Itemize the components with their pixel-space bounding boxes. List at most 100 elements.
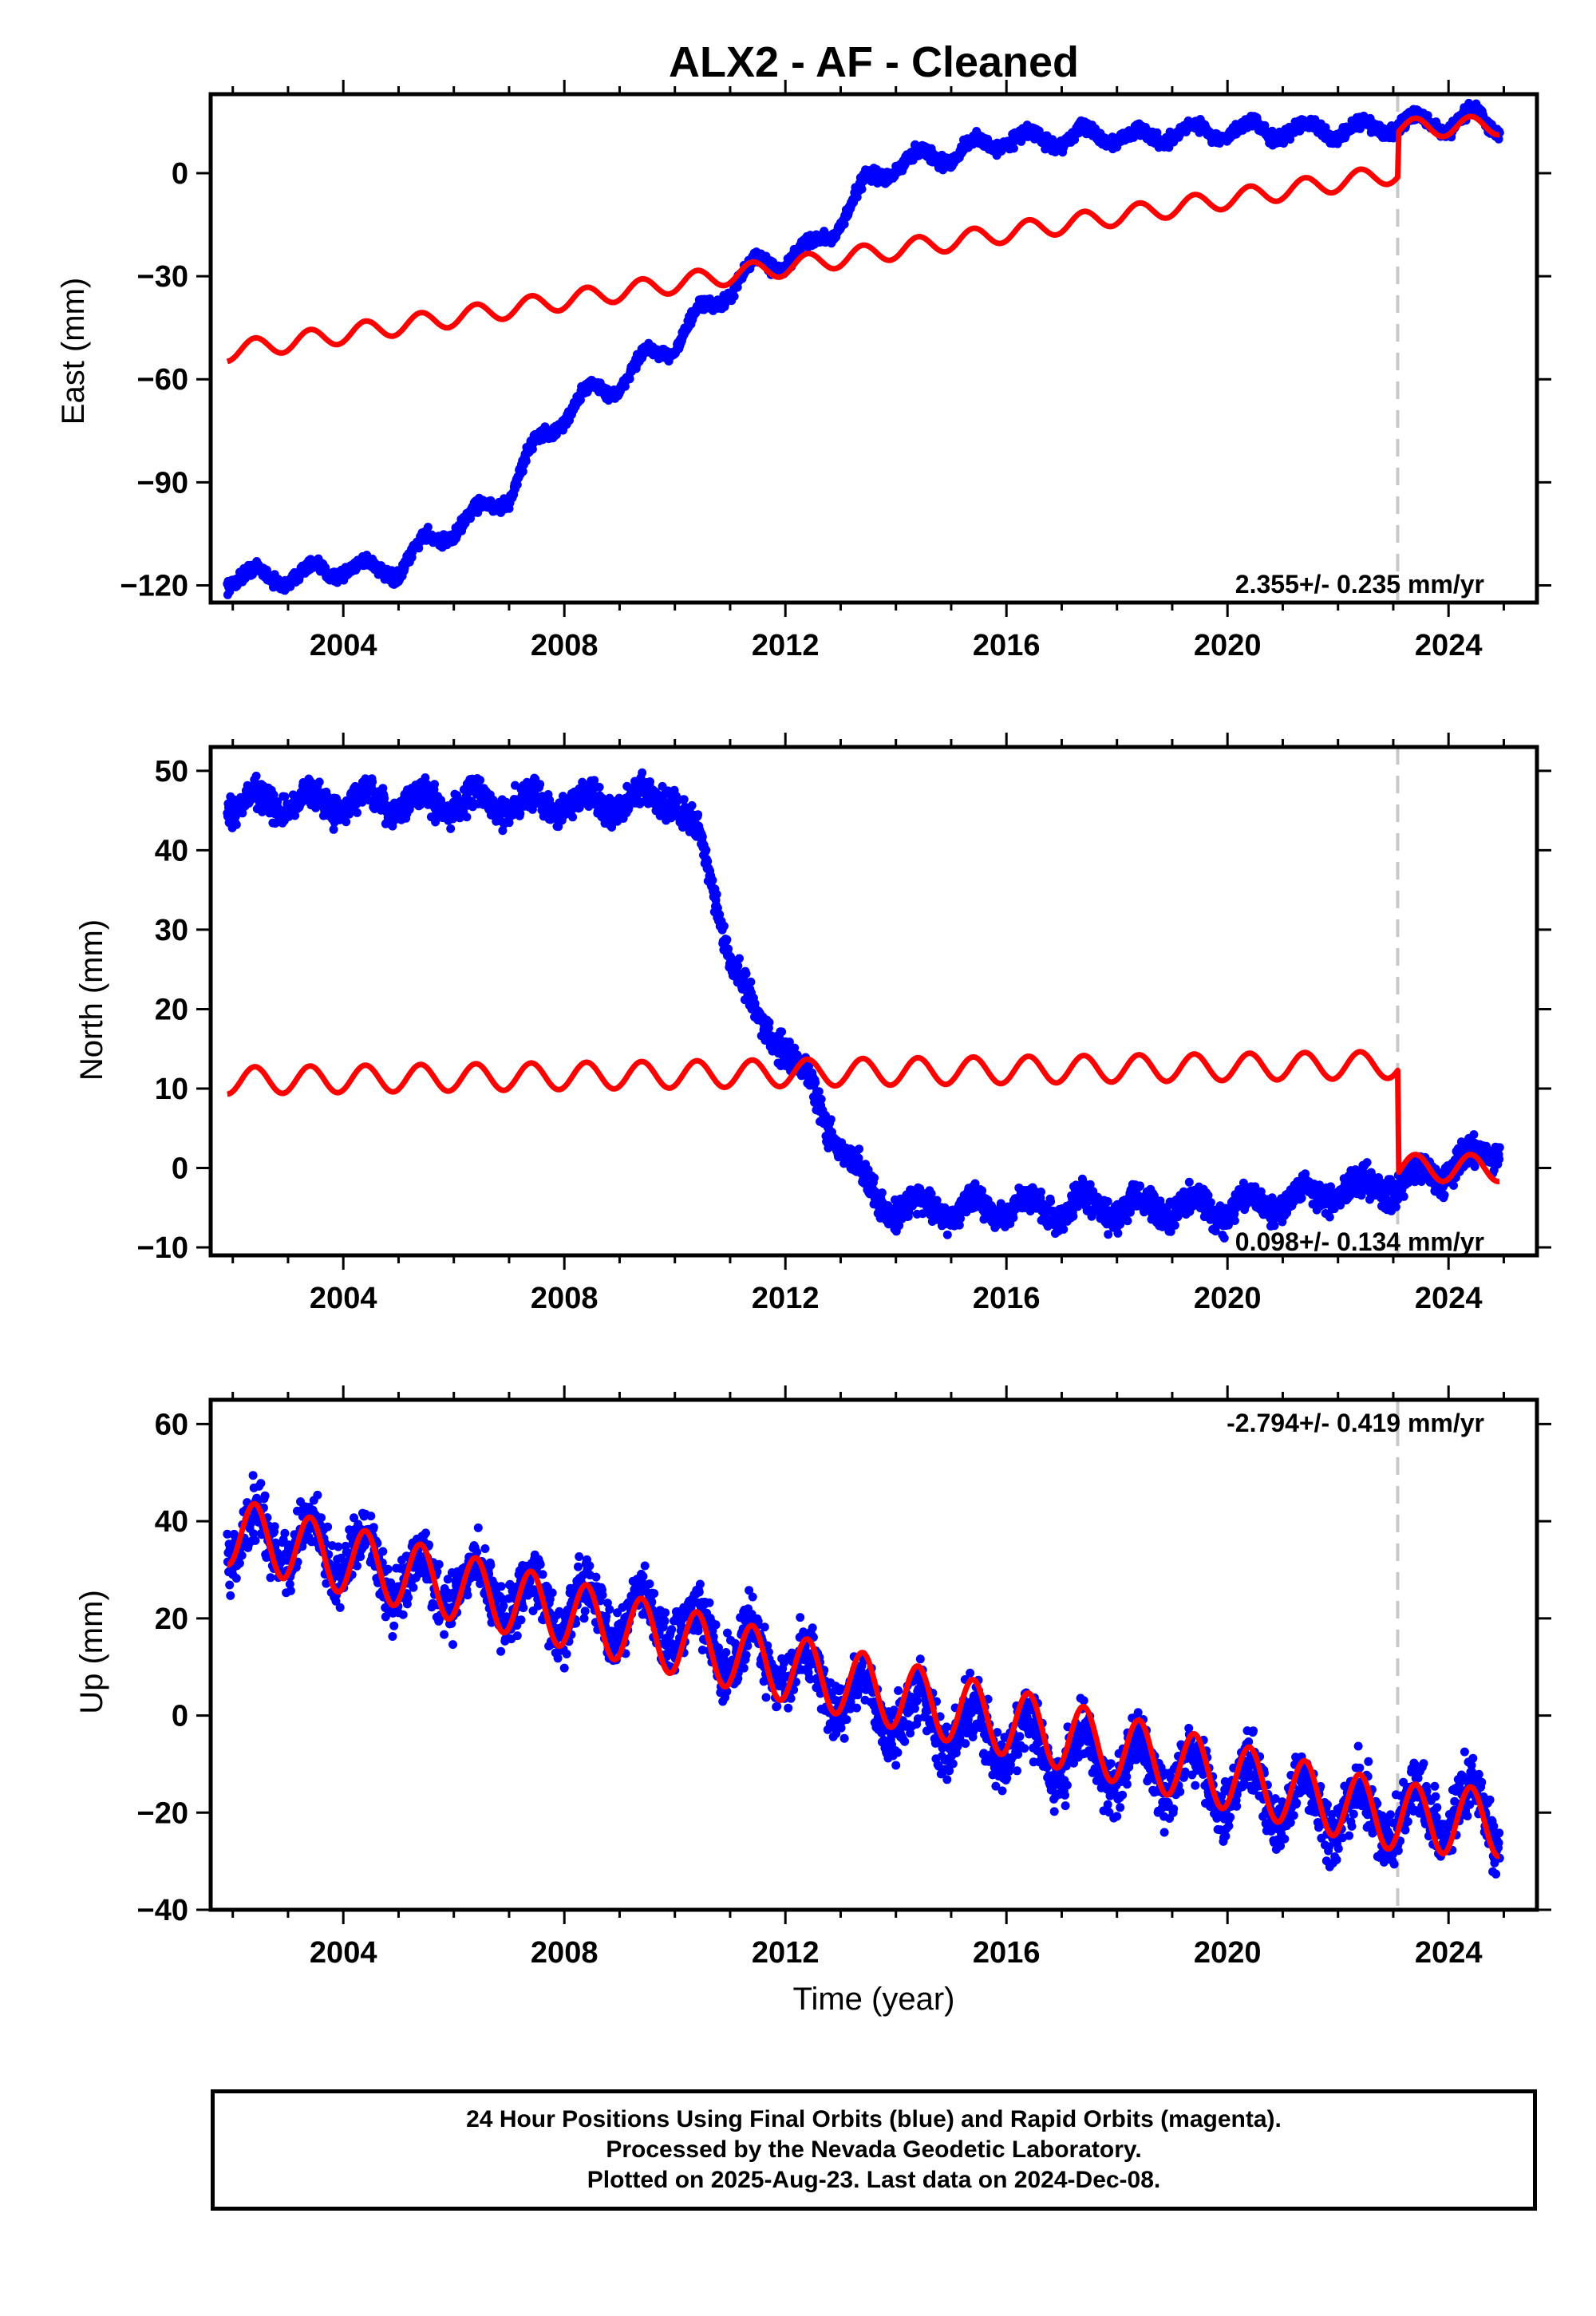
north-data-point bbox=[1046, 1197, 1056, 1207]
east-model-line bbox=[225, 113, 1501, 365]
east-x-tick-label: 2012 bbox=[752, 629, 820, 662]
north-data-point bbox=[462, 812, 472, 822]
north-data-point bbox=[814, 1087, 824, 1097]
figure-title: ALX2 - AF - Cleaned bbox=[669, 38, 1079, 86]
north-data-point bbox=[1037, 1188, 1045, 1196]
north-data-point bbox=[784, 1037, 794, 1047]
north-data-point bbox=[1085, 1180, 1095, 1189]
north-data-point bbox=[722, 935, 732, 944]
north-data-point bbox=[777, 1027, 787, 1037]
north-data-point bbox=[271, 818, 281, 828]
north-panel: North (mm) 2004 2008 2012 2016 2020 202450403… bbox=[74, 733, 1551, 1315]
north-data-point bbox=[638, 768, 647, 777]
north-data-point bbox=[693, 810, 703, 820]
north-data-point bbox=[703, 856, 713, 866]
east-data-point bbox=[1009, 144, 1018, 153]
north-data-point bbox=[646, 777, 654, 786]
east-data-point bbox=[518, 467, 527, 476]
north-observations bbox=[223, 768, 1504, 1243]
north-data-point bbox=[1203, 1191, 1213, 1200]
north-data-point bbox=[476, 776, 485, 785]
north-data-point bbox=[724, 944, 733, 954]
north-data-point bbox=[595, 782, 604, 792]
east-data-point bbox=[575, 395, 585, 405]
east-data-point bbox=[729, 291, 739, 301]
east-y-tick-label: −30 bbox=[137, 260, 188, 294]
north-data-point bbox=[488, 796, 498, 805]
east-data-point bbox=[512, 480, 522, 489]
north-data-point bbox=[764, 1018, 774, 1027]
east-y-tick-label: −120 bbox=[120, 569, 188, 603]
north-data-point bbox=[535, 780, 545, 789]
north-data-point bbox=[1059, 1224, 1069, 1234]
north-data-point bbox=[816, 1094, 826, 1104]
north-data-point bbox=[954, 1220, 964, 1230]
north-data-point bbox=[870, 1173, 879, 1183]
east-y-tick-label: −90 bbox=[137, 466, 188, 500]
east-x-tick-label: 2008 bbox=[531, 629, 598, 662]
east-ylabel: East (mm) bbox=[56, 278, 91, 425]
north-data-point bbox=[877, 1188, 887, 1198]
north-data-point bbox=[448, 797, 458, 807]
north-data-point bbox=[251, 771, 261, 781]
north-data-point bbox=[231, 820, 241, 829]
north-data-point bbox=[804, 1061, 814, 1071]
north-data-point bbox=[715, 910, 725, 919]
north-data-point bbox=[353, 808, 361, 817]
north-data-point bbox=[1184, 1177, 1194, 1187]
north-data-point bbox=[516, 808, 525, 818]
north-data-point bbox=[855, 1144, 863, 1154]
north-data-point bbox=[735, 954, 744, 963]
east-data-point bbox=[521, 456, 531, 466]
north-data-point bbox=[942, 1230, 952, 1239]
north-data-point bbox=[1136, 1181, 1145, 1191]
north-data-point bbox=[269, 790, 279, 800]
north-data-point bbox=[342, 817, 351, 827]
east-x-tick-label: 2020 bbox=[1194, 629, 1262, 662]
north-data-point bbox=[687, 800, 697, 810]
north-data-point bbox=[719, 921, 729, 931]
east-observations bbox=[223, 98, 1504, 599]
north-data-point bbox=[895, 1221, 904, 1231]
east-rate-label: 2.355+/- 0.235 mm/yr bbox=[1235, 570, 1484, 599]
north-data-point bbox=[679, 795, 689, 804]
north-data-point bbox=[926, 1189, 936, 1199]
north-data-point bbox=[1009, 1213, 1018, 1223]
north-data-point bbox=[380, 794, 389, 803]
east-data-point bbox=[857, 184, 867, 194]
north-data-point bbox=[1104, 1230, 1113, 1239]
north-data-point bbox=[1170, 1220, 1179, 1230]
north-data-point bbox=[1103, 1197, 1112, 1206]
north-data-point bbox=[430, 780, 439, 789]
north-data-point bbox=[280, 792, 290, 801]
north-data-point bbox=[733, 961, 743, 970]
east-plot-frame bbox=[208, 92, 1539, 605]
north-data-point bbox=[708, 875, 717, 885]
north-data-point bbox=[1113, 1228, 1123, 1238]
north-data-point bbox=[421, 773, 430, 782]
north-data-point bbox=[607, 823, 617, 832]
east-x-tick-label: 2004 bbox=[310, 629, 377, 662]
east-y-tick-label: 0 bbox=[172, 157, 188, 191]
north-data-point bbox=[701, 845, 711, 855]
north-data-point bbox=[697, 832, 707, 842]
north-data-point bbox=[314, 777, 324, 787]
north-data-point bbox=[978, 1186, 987, 1196]
north-data-point bbox=[1206, 1198, 1215, 1207]
north-data-point bbox=[329, 824, 338, 834]
north-data-point bbox=[290, 811, 300, 820]
east-x-tick-label: 2016 bbox=[973, 629, 1041, 662]
north-data-point bbox=[568, 812, 578, 822]
east-data-point bbox=[625, 374, 634, 384]
north-data-point bbox=[446, 824, 456, 833]
north-data-point bbox=[811, 1078, 820, 1087]
north-data-point bbox=[746, 977, 756, 986]
east-data-point bbox=[839, 219, 849, 229]
east-panel: East (mm) 2004 2008 2012 2016 2020 20240−30−6… bbox=[56, 80, 1551, 662]
north-data-point bbox=[712, 890, 721, 899]
north-data-point bbox=[854, 1153, 863, 1163]
north-data-point bbox=[826, 1115, 836, 1124]
east-y-tick-label: −60 bbox=[137, 363, 188, 397]
north-data-point bbox=[273, 797, 282, 807]
